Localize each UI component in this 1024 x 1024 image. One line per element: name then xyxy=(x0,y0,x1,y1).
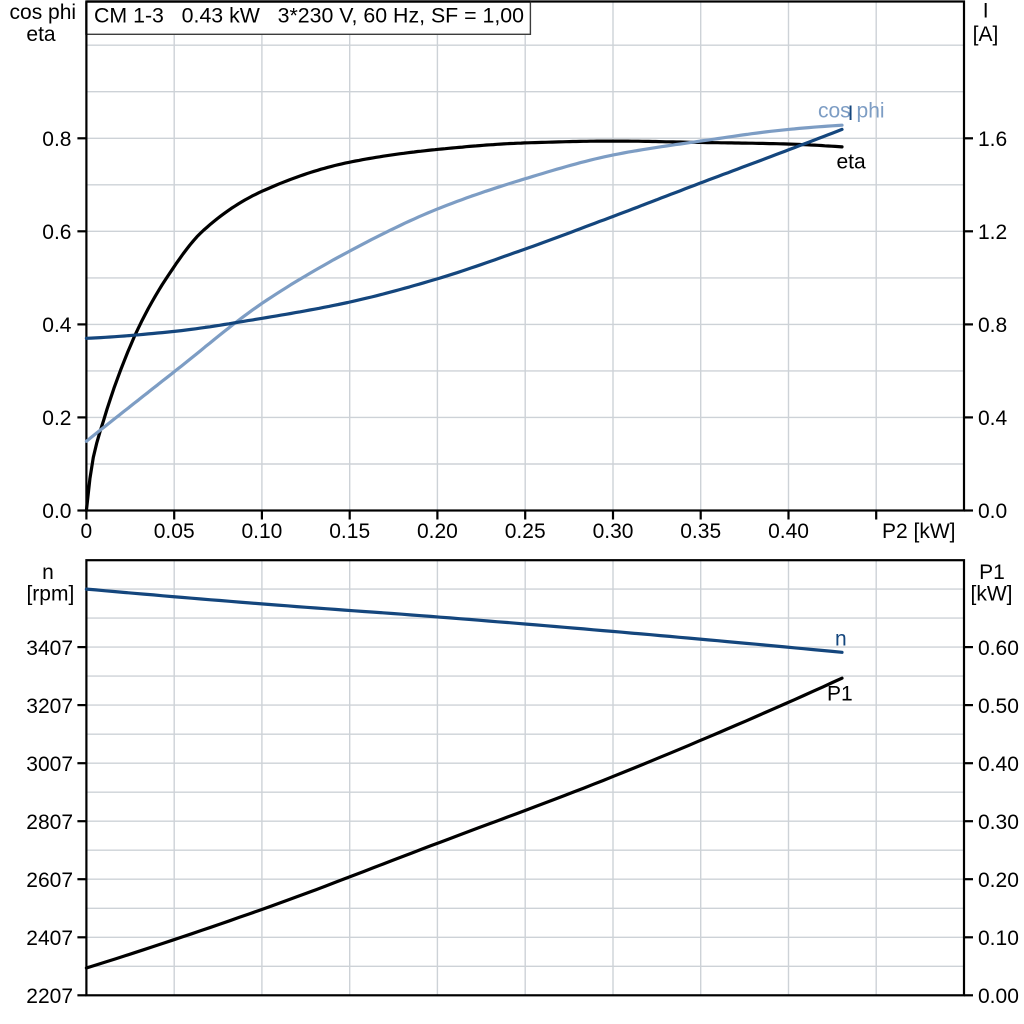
svg-text:2207: 2207 xyxy=(26,985,73,1008)
svg-text:0.35: 0.35 xyxy=(680,520,721,543)
svg-text:0.2: 0.2 xyxy=(42,407,71,430)
svg-text:0.40: 0.40 xyxy=(978,753,1019,776)
svg-text:1.6: 1.6 xyxy=(978,128,1007,151)
svg-text:0.8: 0.8 xyxy=(42,128,71,151)
svg-text:eta: eta xyxy=(26,23,56,46)
svg-text:0.0: 0.0 xyxy=(42,500,71,523)
svg-text:I: I xyxy=(983,0,989,23)
svg-text:I: I xyxy=(848,102,854,125)
svg-text:P1: P1 xyxy=(979,561,1005,584)
svg-text:0.8: 0.8 xyxy=(978,314,1007,337)
svg-text:eta: eta xyxy=(837,150,867,173)
svg-text:[kW]: [kW] xyxy=(971,583,1013,606)
svg-text:0.4: 0.4 xyxy=(42,314,72,337)
svg-text:[A]: [A] xyxy=(973,23,999,46)
svg-text:0.15: 0.15 xyxy=(329,520,370,543)
svg-text:3207: 3207 xyxy=(26,695,73,718)
svg-text:CM 1-3 0.43 kW 3*230 V, 60: CM 1-3 0.43 kW 3*230 V, 60 Hz, SF = 1,00 xyxy=(94,4,524,28)
svg-text:P2 [kW]: P2 [kW] xyxy=(882,520,956,543)
svg-text:2807: 2807 xyxy=(26,811,73,834)
svg-text:0.30: 0.30 xyxy=(593,520,634,543)
svg-text:0.4: 0.4 xyxy=(978,407,1008,430)
svg-text:0.20: 0.20 xyxy=(978,869,1019,892)
svg-text:3007: 3007 xyxy=(26,753,73,776)
svg-text:0.50: 0.50 xyxy=(978,695,1019,718)
svg-text:0.00: 0.00 xyxy=(978,985,1019,1008)
svg-text:0.05: 0.05 xyxy=(154,520,195,543)
svg-text:0.30: 0.30 xyxy=(978,811,1019,834)
svg-text:3407: 3407 xyxy=(26,637,73,660)
svg-text:0.0: 0.0 xyxy=(978,500,1007,523)
svg-text:0.10: 0.10 xyxy=(241,520,282,543)
svg-text:0.25: 0.25 xyxy=(505,520,546,543)
svg-text:0.6: 0.6 xyxy=(42,221,71,244)
svg-text:n: n xyxy=(42,561,54,584)
svg-text:0: 0 xyxy=(81,520,93,543)
svg-text:0.60: 0.60 xyxy=(978,637,1019,660)
svg-text:0.40: 0.40 xyxy=(768,520,809,543)
svg-text:cos phi: cos phi xyxy=(818,100,885,123)
svg-text:2407: 2407 xyxy=(26,927,73,950)
svg-text:0.10: 0.10 xyxy=(978,927,1019,950)
svg-text:[rpm]: [rpm] xyxy=(26,583,74,606)
svg-text:0.20: 0.20 xyxy=(417,520,458,543)
svg-text:2607: 2607 xyxy=(26,869,73,892)
svg-text:cos phi: cos phi xyxy=(10,1,77,24)
svg-text:P1: P1 xyxy=(827,683,853,706)
svg-text:1.2: 1.2 xyxy=(978,221,1007,244)
svg-text:n: n xyxy=(835,628,847,651)
